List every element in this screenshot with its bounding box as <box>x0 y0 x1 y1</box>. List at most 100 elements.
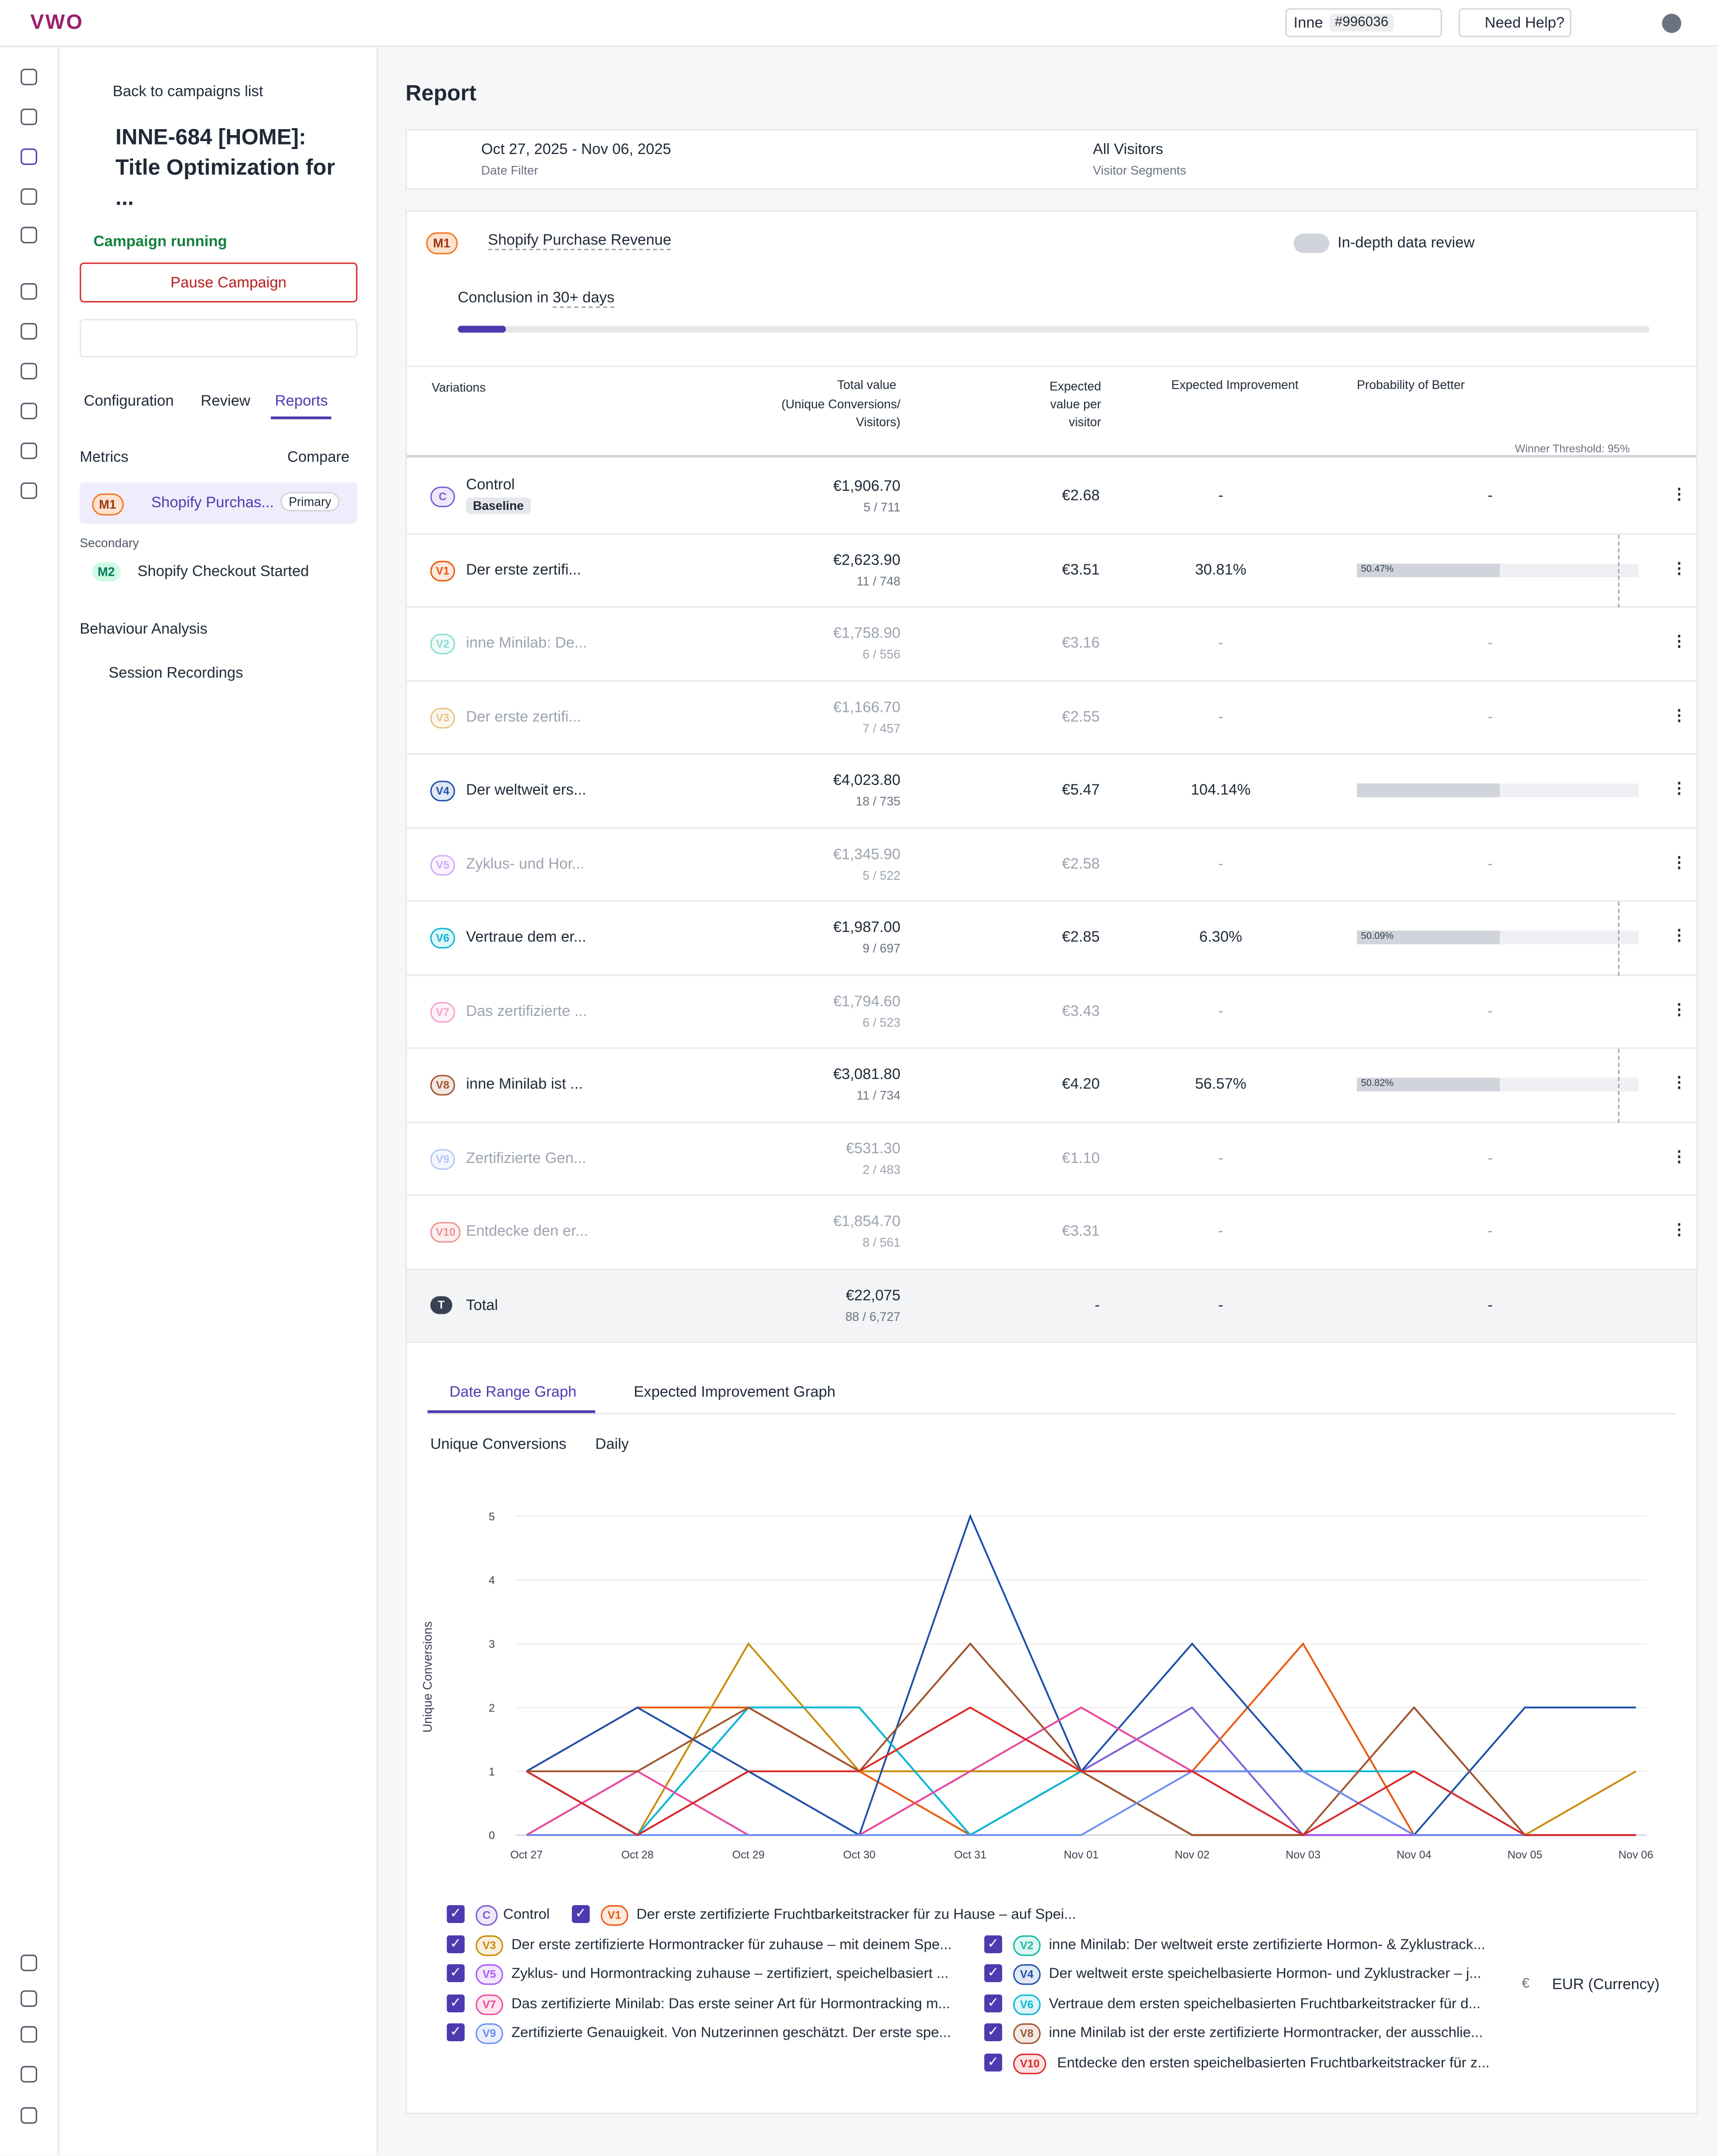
nav-icon[interactable] <box>20 227 37 243</box>
variation-name[interactable]: inne Minilab: De... <box>466 635 587 652</box>
variation-name[interactable]: Zertifizierte Gen... <box>466 1150 586 1166</box>
legend-checkbox[interactable]: ✓ <box>984 2024 1003 2042</box>
legend-checkbox[interactable]: ✓ <box>984 1934 1003 1953</box>
variation-name[interactable]: Entdecke den er... <box>466 1223 588 1240</box>
graph-tab-active[interactable]: Date Range Graph <box>449 1384 577 1401</box>
nav-icon[interactable] <box>20 2026 37 2043</box>
legend-checkbox[interactable]: ✓ <box>984 1994 1003 2012</box>
metric-badge: M1 <box>92 493 123 516</box>
legend-checkbox[interactable]: ✓ <box>984 1964 1003 1983</box>
date-range[interactable]: Oct 27, 2025 - Nov 06, 2025 <box>481 142 671 158</box>
nav-icon[interactable] <box>20 283 37 300</box>
value-per-visitor: €2.85 <box>1062 929 1100 946</box>
metric-name[interactable]: Shopify Purchase Revenue <box>488 232 672 250</box>
y-tick-label: 5 <box>489 1510 495 1523</box>
row-badge: V6 <box>430 927 455 949</box>
variation-name[interactable]: Der erste zertifi... <box>466 708 581 725</box>
metrics-label: Metrics <box>79 449 129 466</box>
row-menu[interactable]: ⋮ <box>1671 486 1687 503</box>
nav-icon[interactable] <box>20 1990 37 2007</box>
legend-checkbox[interactable]: ✓ <box>984 2053 1003 2072</box>
total-value: €1,345.90 <box>833 846 901 863</box>
row-menu[interactable]: ⋮ <box>1671 1222 1687 1239</box>
row-badge: V10 <box>430 1222 461 1243</box>
nav-icon[interactable] <box>20 1954 37 1971</box>
action-bar <box>79 318 358 358</box>
legend-checkbox[interactable]: ✓ <box>447 1905 465 1924</box>
conversions: 7 / 457 <box>862 721 901 735</box>
x-tick-label: Oct 28 <box>621 1848 653 1861</box>
nav-icon[interactable] <box>20 363 37 380</box>
nav-icon[interactable] <box>20 148 37 165</box>
conversions: 11 / 734 <box>857 1088 901 1103</box>
nav-icon[interactable] <box>20 2066 37 2083</box>
improvement: 6.30% <box>1199 929 1243 946</box>
metric-name[interactable]: Shopify Checkout Started <box>137 563 309 580</box>
row-badge: V4 <box>430 780 455 802</box>
recordings-link[interactable]: Session Recordings <box>108 665 243 682</box>
toggle[interactable] <box>1293 233 1329 253</box>
improvement: - <box>1218 1297 1224 1313</box>
probability: 50.09% <box>1361 932 1394 942</box>
legend-label: inne Minilab ist der erste zertifizierte… <box>1049 2025 1483 2042</box>
nav-icon[interactable] <box>20 323 37 340</box>
avatar[interactable] <box>1662 13 1682 33</box>
back-link[interactable]: Back to campaigns list <box>112 83 263 100</box>
legend-checkbox[interactable]: ✓ <box>447 1964 465 1983</box>
conclusion: Conclusion in <box>458 290 549 307</box>
compare-link[interactable]: Compare <box>287 449 350 466</box>
row-badge: V9 <box>430 1148 455 1169</box>
y-tick-label: 1 <box>489 1766 495 1778</box>
row-menu[interactable]: ⋮ <box>1671 1075 1687 1091</box>
nav-icon[interactable] <box>20 69 37 85</box>
variation-name[interactable]: Control <box>466 477 515 494</box>
pause-button[interactable] <box>79 262 358 303</box>
baseline-tag: Baseline <box>466 497 531 514</box>
account-switcher[interactable] <box>1285 8 1442 37</box>
variation-name[interactable]: Der erste zertifi... <box>466 561 581 578</box>
legend-checkbox[interactable]: ✓ <box>447 2024 465 2042</box>
legend-checkbox[interactable]: ✓ <box>572 1905 590 1924</box>
segment[interactable]: All Visitors <box>1093 142 1164 158</box>
table-row <box>407 1269 1697 1343</box>
metric-dropdown[interactable]: Unique Conversions <box>430 1436 567 1453</box>
row-menu[interactable]: ⋮ <box>1671 560 1687 577</box>
variation-name[interactable]: Zyklus- und Hor... <box>466 855 585 872</box>
tab[interactable]: Review <box>200 393 250 410</box>
threshold-line <box>1618 534 1620 608</box>
row-menu[interactable]: ⋮ <box>1671 1001 1687 1018</box>
nav-icon[interactable] <box>20 188 37 205</box>
nav-icon[interactable] <box>20 2107 37 2124</box>
help-button[interactable] <box>1458 8 1571 37</box>
legend-label: Zertifizierte Genauigkeit. Von Nutzerinn… <box>511 2025 951 2042</box>
variation-name[interactable]: Total <box>466 1297 498 1313</box>
legend-checkbox[interactable]: ✓ <box>447 1994 465 2012</box>
nav-icon[interactable] <box>20 442 37 460</box>
row-menu[interactable]: ⋮ <box>1671 854 1687 871</box>
series-line <box>526 1706 1636 1837</box>
tab-active[interactable]: Reports <box>275 393 328 410</box>
row-menu[interactable]: ⋮ <box>1671 780 1687 797</box>
variation-name[interactable]: Der weltweit ers... <box>466 782 586 799</box>
nav-icon[interactable] <box>20 482 37 499</box>
table-row <box>407 460 1697 534</box>
variation-name[interactable]: inne Minilab ist ... <box>466 1076 583 1093</box>
table-row <box>407 1196 1697 1270</box>
nav-icon[interactable] <box>20 402 37 419</box>
tab-underline <box>271 416 331 419</box>
conclusion-days: 30+ days <box>552 290 615 308</box>
row-menu[interactable]: ⋮ <box>1671 707 1687 724</box>
divider <box>427 1413 1676 1415</box>
legend-checkbox[interactable]: ✓ <box>447 1934 465 1953</box>
row-badge: T <box>430 1295 453 1313</box>
graph-tab[interactable]: Expected Improvement Graph <box>633 1384 836 1401</box>
row-menu[interactable]: ⋮ <box>1671 633 1687 650</box>
variation-name[interactable]: Vertraue dem er... <box>466 929 586 946</box>
threshold-line <box>1618 1049 1620 1123</box>
nav-icon[interactable] <box>20 108 37 125</box>
tab[interactable]: Configuration <box>83 393 174 410</box>
row-menu[interactable]: ⋮ <box>1671 927 1687 944</box>
variation-name[interactable]: Das zertifizierte ... <box>466 1002 587 1019</box>
row-menu[interactable]: ⋮ <box>1671 1148 1687 1165</box>
interval-dropdown[interactable]: Daily <box>595 1436 629 1453</box>
